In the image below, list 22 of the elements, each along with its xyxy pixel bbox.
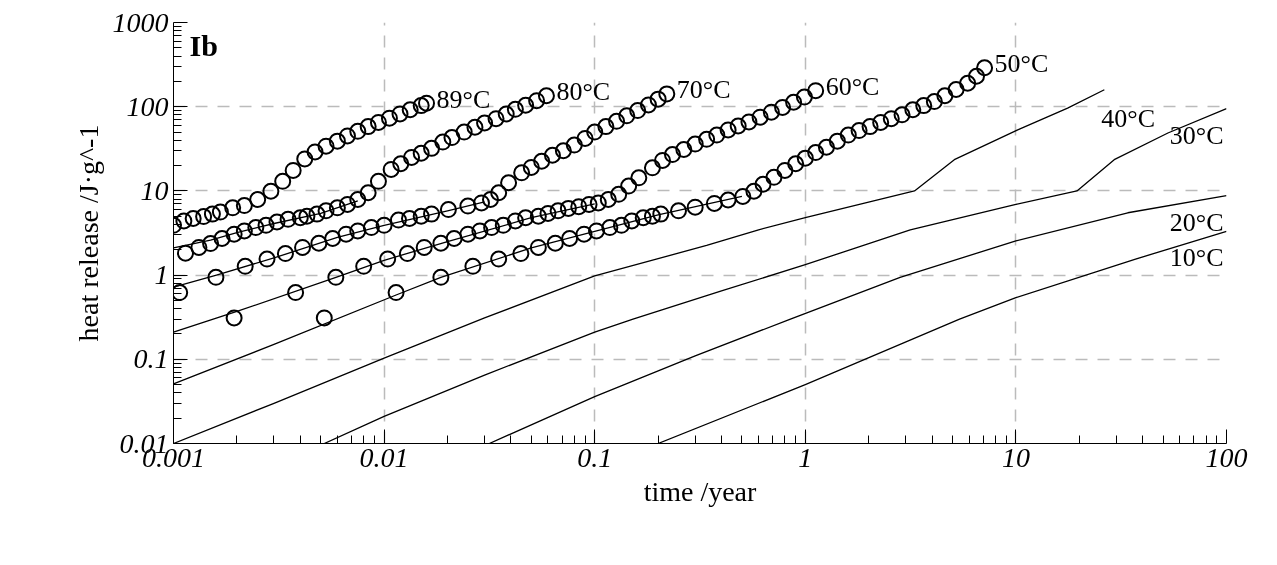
series-label: 40°C [1101,103,1156,133]
series-label: 70°C [676,75,731,105]
series-label: 20°C [1169,207,1224,237]
series-label: 89°C [436,84,491,114]
annotation: Ib [189,28,218,62]
x-axis-title: time /year [643,475,758,507]
y-tick-label: 10 [140,174,169,206]
series-label: 80°C [556,77,611,107]
series-label: 60°C [825,72,880,102]
y-tick-label: 0.1 [133,343,169,375]
x-tick-label: 0.1 [577,441,613,473]
y-tick-label: 1 [154,259,169,291]
x-tick-label: 10 [1001,441,1030,473]
series-label: 50°C [994,49,1049,79]
y-tick-label: 1000 [112,6,169,38]
series-label: 30°C [1169,120,1224,150]
x-tick-label: 1 [798,441,813,473]
y-tick-label: 100 [126,90,169,122]
x-tick-label: 100 [1205,441,1248,473]
x-tick-label: 0.01 [359,441,409,473]
y-axis-title: heat release /J·g^-1 [72,124,104,342]
series-label: 10°C [1169,243,1224,273]
